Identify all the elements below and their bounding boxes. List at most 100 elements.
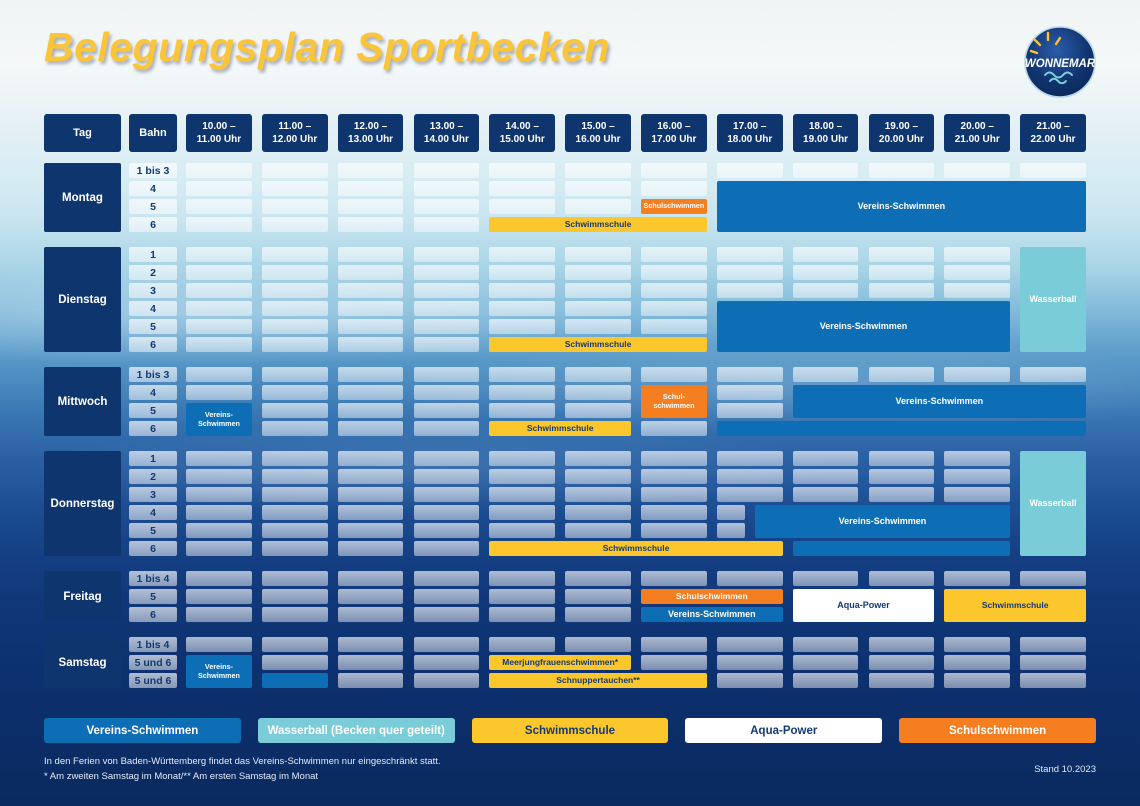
empty-slot xyxy=(565,637,641,652)
empty-slot xyxy=(944,163,1020,178)
empty-slot xyxy=(716,265,793,280)
empty-slot xyxy=(1020,637,1096,652)
lane-labels: 1 bis 4 5 und 6 5 und 6 xyxy=(129,637,177,688)
empty-slot xyxy=(868,265,945,280)
day-row-samstag: Samstag 1 bis 4 5 und 6 5 und 6 Vereins- Sch… xyxy=(44,637,1096,688)
slot-fill xyxy=(261,337,328,352)
empty-slot xyxy=(792,571,869,586)
block-schwimmschule: Schnuppertauchen** xyxy=(489,673,717,688)
empty-slot xyxy=(261,487,338,502)
empty-slot xyxy=(337,319,414,334)
empty-slot xyxy=(716,385,793,400)
empty-slot xyxy=(186,217,262,232)
empty-slot xyxy=(868,469,945,484)
empty-slot xyxy=(565,451,641,466)
empty-slot xyxy=(337,337,414,352)
wonnemar-logo: WONNEMAR xyxy=(1022,24,1098,100)
slot-fill xyxy=(413,385,480,400)
empty-slot xyxy=(413,637,490,652)
day-schedule-area: Schulschwimmen Schwimmschule Vereins-Schwi… xyxy=(186,163,1096,232)
slot-fill xyxy=(489,403,556,418)
empty-slot xyxy=(792,451,869,466)
slot-fill xyxy=(337,217,404,232)
empty-slot xyxy=(413,451,490,466)
slot-fill xyxy=(868,247,935,262)
slot-fill xyxy=(413,181,480,196)
slot-fill xyxy=(641,571,707,586)
time-columns-header: 10.00 – 11.00 Uhr 11.00 – 12.00 Uhr 12.00 … xyxy=(186,114,1096,152)
slot-fill xyxy=(1020,163,1086,178)
slot-fill xyxy=(413,589,480,604)
day-schedule-area: Schwimmschule Vereins-Schwimmen Wasserball xyxy=(186,247,1096,352)
time-header-cell: 11.00 – 12.00 Uhr xyxy=(261,114,338,152)
empty-slot xyxy=(641,181,717,196)
empty-slot xyxy=(261,247,338,262)
slot-fill xyxy=(489,571,556,586)
note-ferien: In den Ferien von Baden-Württemberg find… xyxy=(44,756,441,767)
empty-slot xyxy=(337,421,414,436)
empty-slot xyxy=(868,247,945,262)
empty-slot xyxy=(641,247,717,262)
lane-label: 4 xyxy=(129,505,177,520)
empty-slot xyxy=(792,673,869,688)
time-header-label: 13.00 – 14.00 Uhr xyxy=(413,114,480,152)
lane-label: 5 xyxy=(129,523,177,538)
slot-fill xyxy=(413,487,480,502)
empty-slot xyxy=(565,265,641,280)
empty-slot xyxy=(413,247,490,262)
empty-slot xyxy=(792,283,869,298)
day-schedule-area: Schulschwimmen Vereins-Schwimmen Aqua-Powe… xyxy=(186,571,1096,622)
slot-fill xyxy=(413,265,480,280)
empty-slot xyxy=(489,607,565,622)
empty-slot xyxy=(716,505,755,520)
block-wasserball: Wasserball xyxy=(1020,247,1096,352)
slot-label: Vereins- Schwimmen xyxy=(186,655,252,688)
slot-label: Vereins-Schwimmen xyxy=(716,301,1011,352)
slot-fill xyxy=(337,571,404,586)
empty-slot xyxy=(565,367,641,382)
empty-slot xyxy=(186,607,262,622)
empty-slot xyxy=(337,469,414,484)
empty-slot xyxy=(261,301,338,316)
time-header-label: 19.00 – 20.00 Uhr xyxy=(868,114,935,152)
slot-fill xyxy=(792,469,859,484)
lane-label: 5 xyxy=(129,403,177,418)
empty-slot xyxy=(261,655,338,670)
slot-fill xyxy=(489,301,556,316)
empty-slot xyxy=(565,319,641,334)
lane-label: 6 xyxy=(129,421,177,436)
time-header-cell: 12.00 – 13.00 Uhr xyxy=(337,114,414,152)
day-row-freitag: Freitag 1 bis 4 5 6 Schulschwimmen Vereins-Sc… xyxy=(44,571,1096,622)
slot-fill xyxy=(413,469,480,484)
block-vereins: Vereins- Schwimmen xyxy=(186,403,262,436)
slot-fill xyxy=(186,181,252,196)
empty-slot xyxy=(489,451,565,466)
slot-fill xyxy=(565,181,631,196)
empty-slot xyxy=(868,367,945,382)
lane-label: 1 bis 4 xyxy=(129,571,177,586)
empty-slot xyxy=(565,283,641,298)
slot-fill xyxy=(261,283,328,298)
empty-slot xyxy=(792,247,869,262)
empty-slot xyxy=(261,181,338,196)
empty-slot xyxy=(186,385,262,400)
time-header-cell: 19.00 – 20.00 Uhr xyxy=(868,114,945,152)
lane-label: 2 xyxy=(129,265,177,280)
empty-slot xyxy=(489,163,565,178)
empty-slot xyxy=(186,541,262,556)
empty-slot xyxy=(261,421,338,436)
empty-slot xyxy=(489,301,565,316)
logo-circle xyxy=(1024,26,1096,98)
slot-fill xyxy=(489,181,556,196)
block-wasserball: Wasserball xyxy=(1020,451,1096,556)
block-schwimmschule: Meerjungfrauenschwimmen* xyxy=(489,655,641,670)
slot-fill xyxy=(337,199,404,214)
empty-slot xyxy=(641,163,717,178)
slot-fill xyxy=(489,469,556,484)
empty-slot xyxy=(337,301,414,316)
empty-slot xyxy=(413,403,490,418)
wonnemar-logo-graphic: WONNEMAR xyxy=(1024,26,1096,98)
empty-slot xyxy=(868,655,945,670)
slot-fill xyxy=(337,451,404,466)
